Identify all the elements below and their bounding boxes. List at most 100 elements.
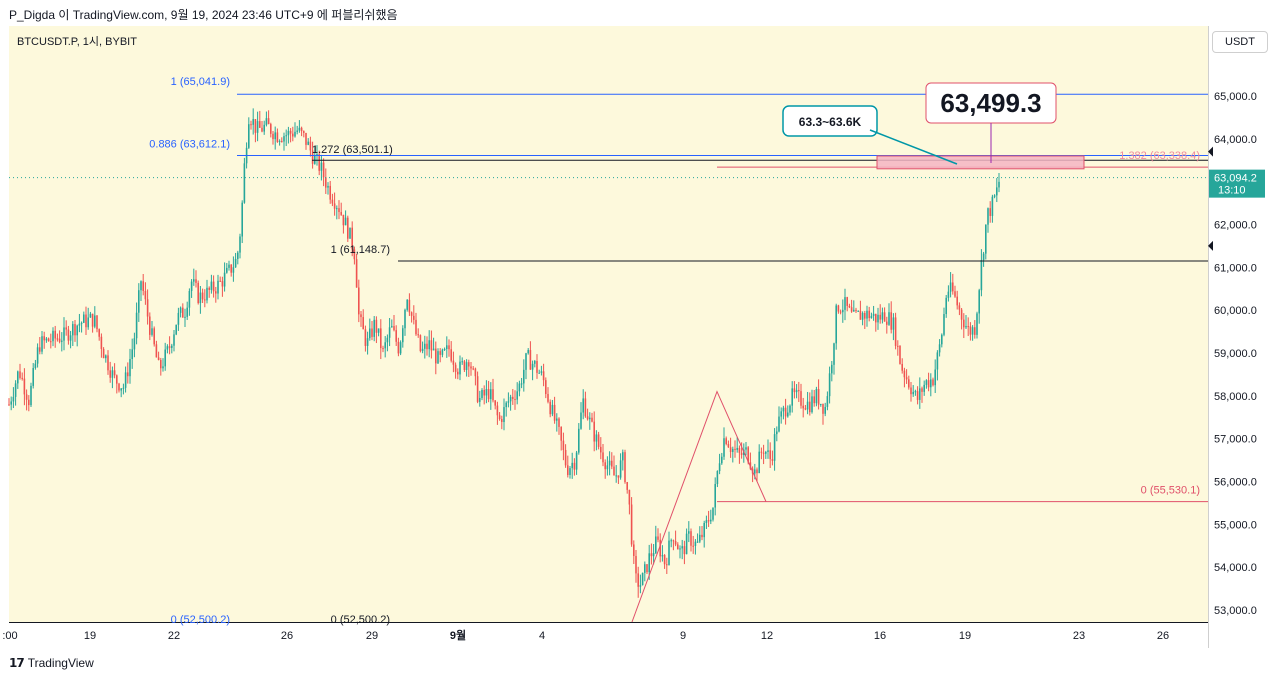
candle-body [941,334,943,345]
candle-body [190,281,193,291]
candle-body [164,349,166,367]
footer-brand-label: TradingView [27,656,94,670]
time-tick-label: 16 [874,630,886,642]
footer-brand[interactable]: 𝟭𝟳 TradingView [9,656,94,670]
candle-body [740,452,743,455]
candle-body [507,401,510,403]
candle-body [41,336,43,352]
time-tick-label: 23 [1073,630,1085,642]
candle-body [501,418,503,423]
candle-body [399,342,402,354]
candle-body [846,297,848,306]
price-tick-label: 61,000.0 [1214,262,1257,274]
time-axis[interactable] [9,622,1208,649]
candle-body [520,383,523,385]
candle-body [877,314,879,323]
candle-body [622,452,624,461]
candle-body [518,383,521,392]
currency-button[interactable]: USDT [1212,31,1268,53]
candle-body [525,353,527,370]
candle-body [655,536,657,554]
candle-body [320,162,323,171]
candle-body [859,310,862,320]
candle-body [142,281,144,291]
candle-body [932,379,934,386]
candle-body [474,368,477,377]
fib-red-label: 1.382 (63,338.4) [1119,150,1200,162]
candle-body [663,555,666,565]
candle-body [549,401,551,415]
candle-body [668,540,670,565]
candle-body [223,272,226,287]
callout-small-label: 63.3~63.6K [799,115,862,129]
candle-body [413,315,415,320]
candle-body [861,312,864,320]
candle-body [930,379,932,388]
candle-body [58,338,61,342]
candle-body [419,335,422,352]
price-tick-label: 60,000.0 [1214,305,1257,317]
candle-body [430,340,433,351]
candle-body [355,259,358,288]
candle-body [276,132,279,142]
candle-body [201,292,204,300]
time-tick-label: 9월 [450,628,466,642]
candle-body [441,349,444,355]
candle-body [547,393,549,402]
candle-body [23,378,26,395]
candle-body [256,121,259,133]
candle-body [96,315,98,330]
candle-body [470,366,472,369]
candle-body [353,249,356,260]
candle-body [384,342,386,349]
candle-body [725,438,727,445]
candle-body [666,564,668,566]
candle-body [111,370,114,378]
symbol-label: BTCUSDT.P, 1시, BYBIT [17,36,137,48]
candle-body [113,370,116,376]
candle-body [417,334,419,336]
candle-body [560,426,562,441]
candle-body [872,313,875,316]
candle-body [650,553,653,557]
candle-body [239,236,241,253]
candle-body [696,541,699,543]
candle-body [252,119,254,125]
candle-body [582,398,584,413]
time-tick-label: 29 [366,630,378,642]
candle-body [248,124,250,148]
candle-body [437,351,439,364]
candle-body [78,323,81,326]
candle-body [217,280,219,294]
candle-body [850,307,853,312]
candle-body [34,363,37,368]
candle-body [426,343,428,350]
candle-body [732,448,734,453]
price-axis[interactable] [1208,26,1280,648]
price-tick-label: 54,000.0 [1214,562,1257,574]
candle-body [780,411,782,417]
candle-body [798,390,800,392]
price-tick-label: 56,000.0 [1214,477,1257,489]
candle-body [173,334,175,346]
chart-plot-area[interactable] [9,26,1208,622]
candle-body [380,328,382,349]
candle-body [857,310,859,312]
candle-body [289,130,292,134]
candle-body [448,345,450,350]
candle-body [800,391,802,406]
candle-body [639,585,642,587]
candle-body [393,326,395,331]
candle-body [69,335,72,341]
candle-body [45,338,48,341]
candle-body [212,281,215,292]
candle-body [991,196,994,216]
candle-body [619,460,622,478]
candle-body [241,202,243,237]
candle-body [151,328,153,335]
candle-body [329,185,331,200]
candle-body [338,208,340,213]
candle-body [604,462,606,470]
candle-body [131,349,133,360]
candle-body [215,291,217,294]
